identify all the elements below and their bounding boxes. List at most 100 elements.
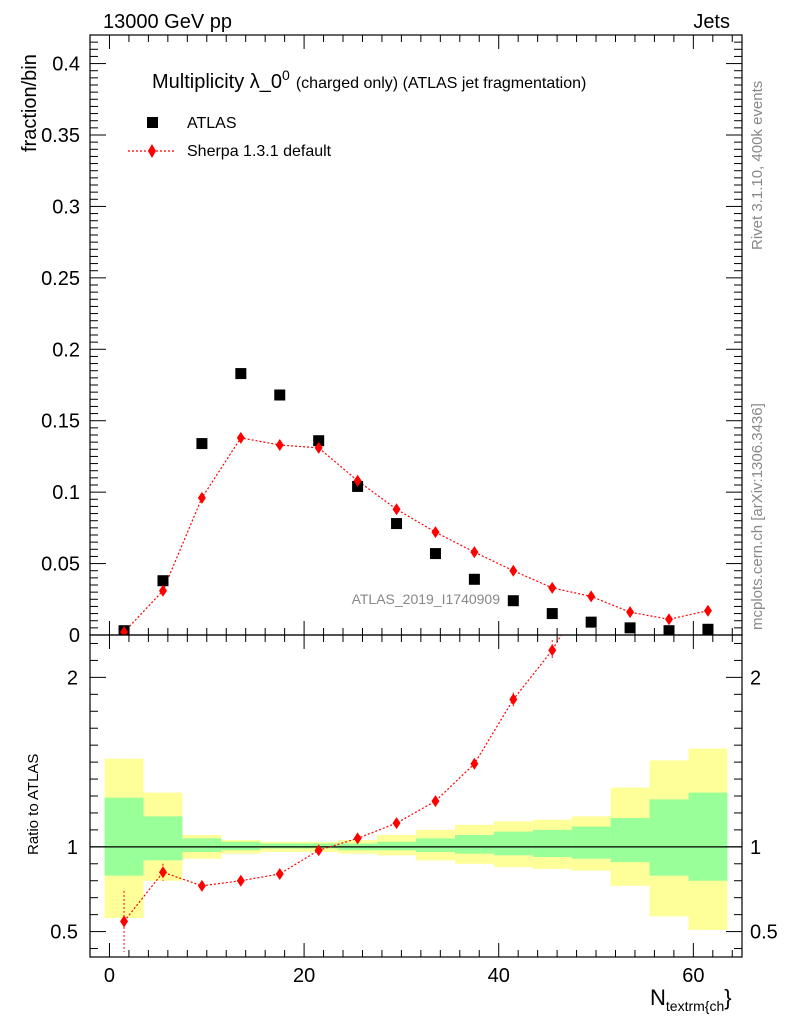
ratio-panel: 0 20 40 60 0.5 0.5 1 1 2 2 Ratio to ATLAS Ntextrm… [25, 578, 778, 1014]
band-inner [649, 799, 689, 876]
y-tick-label: 0 [69, 625, 80, 647]
ratio-xlabel-main: N [650, 985, 666, 1010]
x-tick-label: 0 [104, 965, 115, 987]
atlas-point [585, 616, 597, 628]
atlas-point [546, 608, 558, 620]
band-inner [532, 829, 572, 858]
atlas-point [274, 389, 286, 401]
band-inner [610, 818, 650, 863]
legend-atlas-marker [147, 117, 158, 128]
sherpa-point [314, 441, 323, 454]
sherpa-point [275, 439, 284, 451]
band-inner [104, 797, 144, 876]
mcplots-label: mcplots.cern.ch [arXiv:1306.3436] [749, 403, 766, 630]
plot-title-sup: 0 [282, 67, 290, 83]
sherpa-point [236, 431, 245, 444]
band-inner [571, 826, 611, 859]
ratio-xlabel-sub: textrm{ch [666, 998, 724, 1014]
x-tick-label: 60 [682, 965, 704, 987]
band-inner [454, 834, 494, 854]
ratio-mc-point [470, 757, 479, 770]
atlas-point [157, 575, 169, 587]
sherpa-point [392, 503, 401, 516]
main-ylabel: fraction/bin [19, 54, 41, 152]
y-tick-label: 0.25 [41, 268, 80, 290]
sherpa-line [123, 437, 709, 633]
ratio-ylabel: Ratio to ATLAS [25, 754, 42, 855]
x-tick-label: 40 [488, 965, 510, 987]
sherpa-point [158, 584, 167, 597]
ratio-mc-point [158, 866, 167, 879]
sherpa-point [470, 546, 479, 559]
atlas-point [196, 438, 208, 450]
ratio-y-tick-label-right: 1 [750, 837, 761, 859]
y-tick-label: 0.15 [41, 411, 80, 433]
ratio-mc-point [431, 795, 440, 808]
x-tick-label: 20 [293, 965, 315, 987]
ratio-y-tick-label: 2 [67, 667, 78, 689]
analysis-watermark: ATLAS_2019_I1740909 [352, 591, 501, 607]
band-inner [182, 838, 222, 852]
ratio-mc-point [197, 879, 206, 892]
main-panel: 0 0.05 0.1 0.15 0.2 0.25 0.3 0.35 0.4 Multiplici… [19, 34, 743, 647]
sherpa-point [665, 613, 674, 626]
band-inner [493, 831, 533, 856]
sherpa-point [353, 474, 362, 487]
band-inner [688, 792, 728, 881]
plot-title: Multiplicity λ_00 (charged only) (ATLAS j… [152, 67, 586, 93]
ratio-mc-point [392, 817, 401, 830]
band-inner [260, 843, 300, 849]
ratio-mc-point [314, 844, 323, 857]
rivet-label: Rivet 3.1.10, 400k events [749, 81, 766, 250]
atlas-point [468, 573, 480, 585]
atlas-point [313, 435, 325, 447]
atlas-point [663, 625, 675, 635]
sherpa-point [120, 626, 129, 635]
y-tick-label: 0.1 [52, 482, 80, 504]
ratio-mc-point [509, 693, 518, 706]
sherpa-point [587, 590, 596, 603]
ratio-mc-point [236, 874, 245, 887]
atlas-point [507, 595, 519, 607]
ratio-xlabel: Ntextrm{ch} [650, 985, 732, 1014]
sherpa-point [509, 564, 518, 577]
y-tick-label: 0.2 [52, 339, 80, 361]
legend: ATLAS Sherpa 1.3.1 default [128, 115, 332, 160]
ratio-y-tick-label-right: 0.5 [750, 922, 778, 944]
ratio-frame [89, 634, 743, 958]
ratio-y-tick-label-right: 2 [750, 667, 761, 689]
ratio-mc-point [353, 832, 362, 845]
band-inner [416, 838, 455, 852]
y-tick-label: 0.35 [41, 125, 80, 147]
band-inner [143, 816, 183, 861]
y-tick-label: 0.05 [41, 554, 80, 576]
ratio-mc-point [548, 644, 557, 657]
y-tick-label: 0.4 [52, 54, 80, 76]
sherpa-point [548, 581, 557, 594]
legend-sherpa-marker [148, 144, 156, 158]
ratio-xlabel-close: } [724, 985, 731, 1010]
atlas-point [624, 622, 636, 634]
band-inner [221, 841, 261, 851]
sherpa-point [431, 526, 440, 539]
y-tick-label: 0.3 [52, 196, 80, 218]
sherpa-point [626, 606, 635, 619]
atlas-point [702, 623, 714, 635]
sherpa-point [197, 491, 206, 504]
atlas-point [235, 368, 247, 380]
legend-sherpa-label: Sherpa 1.3.1 default [187, 143, 332, 160]
atlas-point [391, 518, 403, 530]
header-right: Jets [693, 11, 730, 33]
ratio-mc-point [587, 578, 595, 590]
header-left: 13000 GeV pp [103, 11, 232, 33]
plot-title-main: Multiplicity λ_0 [152, 71, 282, 93]
ratio-mc-point [120, 915, 129, 928]
atlas-point [429, 548, 441, 560]
legend-atlas-label: ATLAS [187, 115, 237, 132]
sherpa-point [703, 604, 712, 617]
plot-title-rest: (charged only) (ATLAS jet fragmentation) [296, 75, 587, 92]
band-inner [377, 841, 416, 851]
ratio-mc-point [275, 867, 284, 880]
ratio-y-tick-label: 1 [67, 837, 78, 859]
